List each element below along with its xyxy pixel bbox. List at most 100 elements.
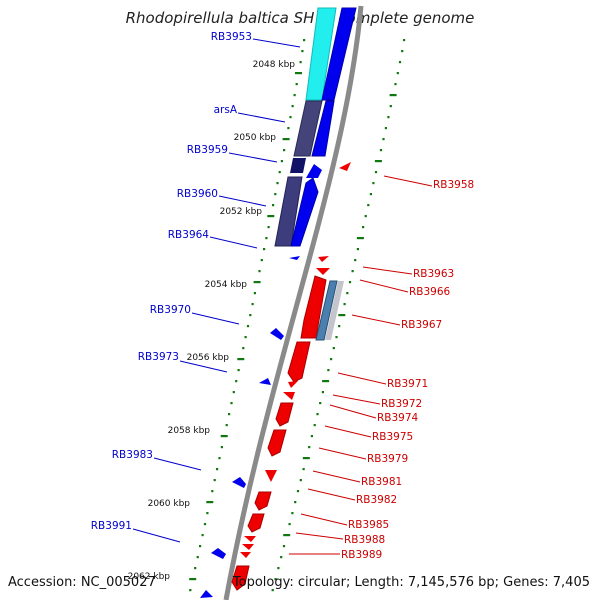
label-RB3988[interactable]: RB3988 <box>344 534 385 546</box>
label-RB3985[interactable]: RB3985 <box>348 519 389 531</box>
forward-strand-genes <box>200 7 357 598</box>
tick-mark <box>362 226 365 229</box>
tick-mark <box>348 281 352 284</box>
tick-mark <box>265 237 268 240</box>
leader-RB3975 <box>324 425 372 438</box>
label-RB3960[interactable]: RB3960 <box>177 188 218 200</box>
label-RB3983[interactable]: RB3983 <box>112 449 153 461</box>
forward-labels: RB3953 arsA RB3959 RB3960 RB3964 RB3970 … <box>91 31 301 543</box>
tick-mark <box>225 424 228 427</box>
tick-mark <box>291 105 294 108</box>
gene-RB3959-blue <box>306 164 322 178</box>
tick-mark <box>280 160 283 163</box>
gene-RB3967-grey <box>325 281 344 340</box>
tick-mark <box>322 380 330 383</box>
label-arsA[interactable]: arsA <box>214 104 238 116</box>
gene-RB3963 <box>318 256 329 262</box>
label-RB3970[interactable]: RB3970 <box>150 304 191 316</box>
tick-mark <box>321 391 324 394</box>
label-RB3991[interactable]: RB3991 <box>91 520 132 532</box>
gene-RB3960-blue <box>290 177 319 247</box>
tick-mark <box>295 72 302 75</box>
kbp-label-2062: 2062 kbp <box>128 572 171 582</box>
label-RB3958[interactable]: RB3958 <box>433 179 474 191</box>
leader-RB3971 <box>337 372 387 385</box>
leader-RB3966 <box>359 279 409 293</box>
tick-mark <box>384 127 387 130</box>
tick-mark <box>396 72 399 75</box>
reverse-strand-genes <box>231 162 351 591</box>
tick-mark <box>338 314 346 317</box>
map-title: Rhodopirellula baltica SH 1, complete ge… <box>126 9 475 27</box>
tick-mark <box>303 39 306 42</box>
label-RB3964[interactable]: RB3964 <box>168 229 210 241</box>
leader-RB3991 <box>132 528 181 543</box>
tick-mark <box>335 336 338 339</box>
tick-mark <box>282 545 286 548</box>
leader-RB3982 <box>307 488 356 501</box>
tick-mark <box>189 589 192 592</box>
label-RB3975[interactable]: RB3975 <box>372 431 413 443</box>
tick-mark <box>258 270 261 273</box>
gene-RB3953-blue <box>321 7 357 101</box>
tick-mark <box>299 479 302 482</box>
tick-mark <box>282 138 290 141</box>
genome-summary-text: Topology: circular; Length: 7,145,576 bp… <box>232 575 590 590</box>
label-RB3982[interactable]: RB3982 <box>356 494 397 506</box>
kbp-label-2050: 2050 kbp <box>234 133 277 143</box>
tick-mark <box>283 534 291 537</box>
gene-RB3973 <box>259 378 271 385</box>
label-RB3963[interactable]: RB3963 <box>413 268 454 280</box>
tick-mark <box>389 94 397 97</box>
leader-RB3958 <box>383 175 433 187</box>
label-RB3967[interactable]: RB3967 <box>401 319 442 331</box>
label-RB3953[interactable]: RB3953 <box>211 31 252 43</box>
tick-mark <box>289 116 292 119</box>
tick-mark <box>232 391 235 394</box>
label-RB3974[interactable]: RB3974 <box>377 412 419 424</box>
tick-mark <box>230 402 233 405</box>
tick-mark <box>310 435 313 438</box>
kbp-label-2056: 2056 kbp <box>187 353 230 363</box>
tick-mark <box>211 490 214 493</box>
label-RB3989[interactable]: RB3989 <box>341 549 382 561</box>
tick-mark <box>351 270 354 273</box>
tick-mark <box>220 435 228 438</box>
tick-mark <box>220 446 223 449</box>
gene-RB3985 <box>247 513 265 533</box>
tick-mark <box>372 182 375 185</box>
tick-mark <box>403 39 406 42</box>
tick-mark <box>287 127 290 130</box>
gene-RB3988-b <box>242 544 254 550</box>
label-RB3973[interactable]: RB3973 <box>138 351 179 363</box>
tick-mark <box>356 237 364 240</box>
gene-RB3974 <box>283 392 295 400</box>
gene-RB3967-red <box>300 275 327 339</box>
tick-mark <box>235 380 238 383</box>
tick-mark <box>237 358 245 361</box>
tick-mark <box>267 215 275 218</box>
tick-mark <box>293 94 296 97</box>
label-RB3979[interactable]: RB3979 <box>367 453 408 465</box>
gene-RB3967-steel <box>315 280 338 341</box>
tick-mark <box>374 160 382 163</box>
leader-RB3973 <box>179 360 228 373</box>
tick-mark <box>271 589 274 592</box>
label-RB3972[interactable]: RB3972 <box>381 398 422 410</box>
tick-mark <box>343 303 346 306</box>
gene-RB3966 <box>316 268 330 275</box>
label-RB3971[interactable]: RB3971 <box>387 378 428 390</box>
label-RB3981[interactable]: RB3981 <box>361 476 402 488</box>
leader-RB3963 <box>362 266 413 275</box>
leader-RB3981 <box>312 470 361 483</box>
label-RB3959[interactable]: RB3959 <box>187 144 228 156</box>
leader-RB3983 <box>153 457 202 471</box>
gene-RB3964 <box>289 256 300 260</box>
tick-mark <box>277 567 280 570</box>
tick-mark <box>374 171 378 174</box>
label-RB3966[interactable]: RB3966 <box>409 286 451 298</box>
gene-edge-blue <box>200 590 213 598</box>
tick-mark <box>294 501 297 504</box>
tick-mark <box>249 314 252 317</box>
tick-mark <box>246 325 250 328</box>
